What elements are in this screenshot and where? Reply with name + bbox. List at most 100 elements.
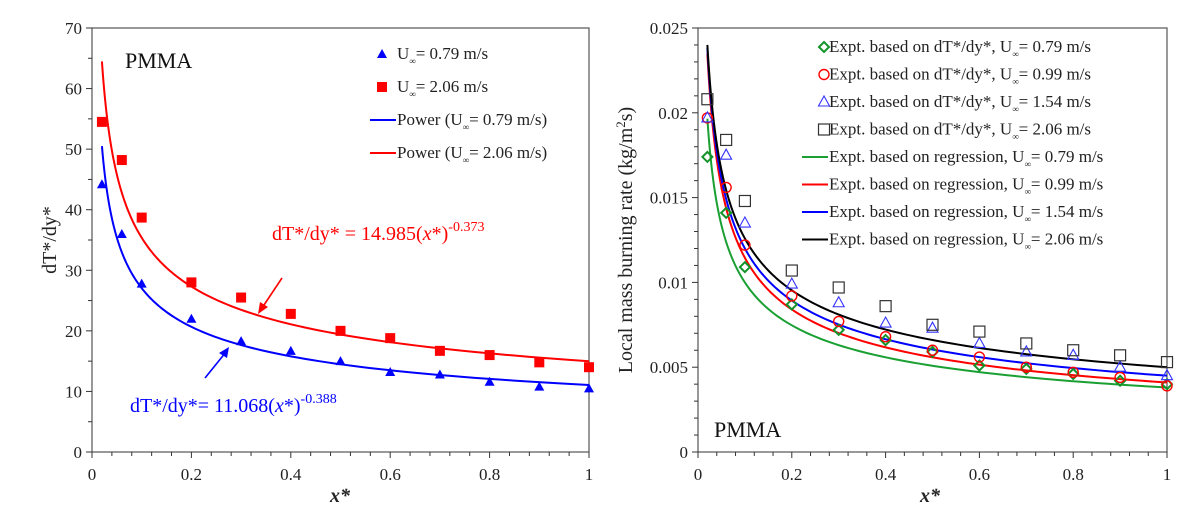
y-tick-label: 40	[65, 201, 82, 220]
legend-label: Expt. based on regression, U∞= 0.79 m/s	[829, 147, 1103, 169]
legend-item: U∞= 2.06 m/s	[377, 77, 488, 99]
data-point	[484, 350, 495, 361]
data-point	[1113, 360, 1127, 372]
data-point	[879, 300, 892, 313]
data-point	[434, 369, 445, 379]
data-point	[879, 330, 892, 343]
x-tick-label: 1	[585, 465, 594, 484]
data-point	[285, 308, 296, 319]
fit-curve	[100, 61, 590, 363]
x-tick-label: 0	[88, 465, 97, 484]
data-point	[116, 228, 127, 238]
fit-equation-blue: dT*/dy*= 11.068(x*)-0.388	[130, 392, 337, 417]
fit-equation-red: dT*/dy* = 14.985(x*)-0.373	[272, 220, 484, 245]
legend-item: Expt. based on dT*/dy*, U∞= 0.99 m/s	[818, 65, 1091, 87]
data-point	[335, 356, 346, 366]
y-tick-label: 20	[65, 322, 82, 341]
data-point	[786, 290, 798, 302]
data-point	[584, 383, 594, 393]
right-plot-frame	[697, 27, 1168, 453]
data-point	[96, 179, 107, 189]
data-point	[434, 345, 445, 356]
data-point	[785, 298, 799, 311]
data-point	[136, 278, 147, 288]
data-point	[1020, 337, 1033, 350]
right-regression-curves	[706, 44, 1168, 389]
data-point	[926, 318, 939, 331]
x-tick-label: 1	[1163, 465, 1172, 484]
x-tick-label: 0.4	[875, 465, 897, 484]
legend-item: Expt. based on dT*/dy*, U∞= 1.54 m/s	[817, 92, 1091, 114]
legend-label: Expt. based on regression, U∞= 0.99 m/s	[829, 175, 1103, 197]
data-point	[700, 150, 714, 164]
data-point	[973, 325, 986, 338]
data-point	[972, 336, 986, 349]
left-y-axis: 0 10 20 30 40 50 60 70	[65, 19, 92, 462]
data-point	[1067, 366, 1079, 378]
data-point	[236, 292, 247, 303]
legend-label: Expt. based on dT*/dy*, U∞= 0.99 m/s	[829, 65, 1091, 87]
left-y-axis-title: dT*/dy*	[39, 206, 61, 274]
arrow-red	[258, 277, 283, 314]
right-y-axis-title: Local mass burning rate (kg/m2s)	[613, 107, 637, 373]
legend-item: Expt. based on regression, U∞= 2.06 m/s	[802, 230, 1103, 252]
legend-marker	[818, 68, 830, 81]
right-y-axis: 0 0.005 0.01 0.015 0.02 0.025	[650, 19, 698, 462]
data-point	[1019, 362, 1033, 376]
data-point	[1067, 344, 1080, 357]
legend-item: Power (U∞= 0.79 m/s)	[370, 110, 547, 132]
data-point	[534, 381, 545, 391]
y-tick-label: 0.005	[650, 358, 688, 377]
y-tick-label: 60	[65, 80, 82, 99]
x-tick-label: 0.2	[181, 465, 202, 484]
data-point	[335, 325, 346, 336]
data-point	[385, 367, 396, 377]
y-tick-label: 0.015	[650, 189, 688, 208]
data-point	[785, 264, 798, 277]
data-point	[236, 336, 247, 346]
data-point	[926, 344, 939, 356]
fit-curve	[706, 53, 1168, 384]
x-tick-label: 0.8	[479, 465, 500, 484]
legend-item: Expt. based on regression, U∞= 0.79 m/s	[802, 147, 1103, 169]
legend-label: Power (U∞= 2.06 m/s)	[397, 143, 547, 165]
legend-marker	[817, 123, 831, 136]
legend-marker	[377, 49, 387, 58]
data-point	[1161, 380, 1173, 392]
data-point	[739, 239, 751, 251]
data-point	[700, 110, 714, 123]
data-point	[1019, 344, 1033, 357]
data-point	[96, 116, 107, 127]
x-tick-label: 0.6	[969, 465, 990, 484]
data-point	[972, 359, 986, 372]
legend-label: Power (U∞= 0.79 m/s)	[397, 110, 547, 132]
data-point	[534, 357, 545, 368]
data-point	[116, 155, 127, 166]
data-point	[785, 276, 799, 289]
legend-item: Expt. based on regression, U∞= 1.54 m/s	[802, 202, 1103, 224]
y-tick-label: 0.02	[658, 104, 688, 123]
legend-marker	[817, 94, 831, 107]
left-legend: U∞= 0.79 m/s U∞= 2.06 m/s Power (U∞= 0.79 …	[370, 44, 547, 165]
data-point	[186, 313, 197, 323]
legend-item: Expt. based on dT*/dy*, U∞= 2.06 m/s	[817, 120, 1091, 142]
data-point	[832, 323, 846, 337]
x-tick-label: 0.8	[1063, 465, 1084, 484]
y-tick-label: 30	[65, 261, 82, 280]
legend-label: Expt. based on regression, U∞= 2.06 m/s	[829, 230, 1103, 252]
y-tick-label: 0.01	[658, 273, 688, 292]
data-point	[1113, 349, 1127, 362]
left-chart-dT-gradient: 0 10 20 30 40 50 60 70 0 0.2 0.4 0.6 0.8 1 PMMA dT*/…	[39, 19, 594, 507]
data-point	[719, 148, 733, 160]
x-tick-label: 0.2	[781, 465, 802, 484]
y-tick-label: 0	[680, 443, 689, 462]
fit-curve	[706, 47, 1168, 377]
data-point	[136, 212, 147, 223]
data-point	[186, 277, 197, 288]
fit-curve	[706, 118, 1168, 389]
legend-label: U∞= 2.06 m/s	[397, 77, 488, 99]
x-tick-label: 0.6	[380, 465, 401, 484]
data-point	[701, 93, 714, 106]
